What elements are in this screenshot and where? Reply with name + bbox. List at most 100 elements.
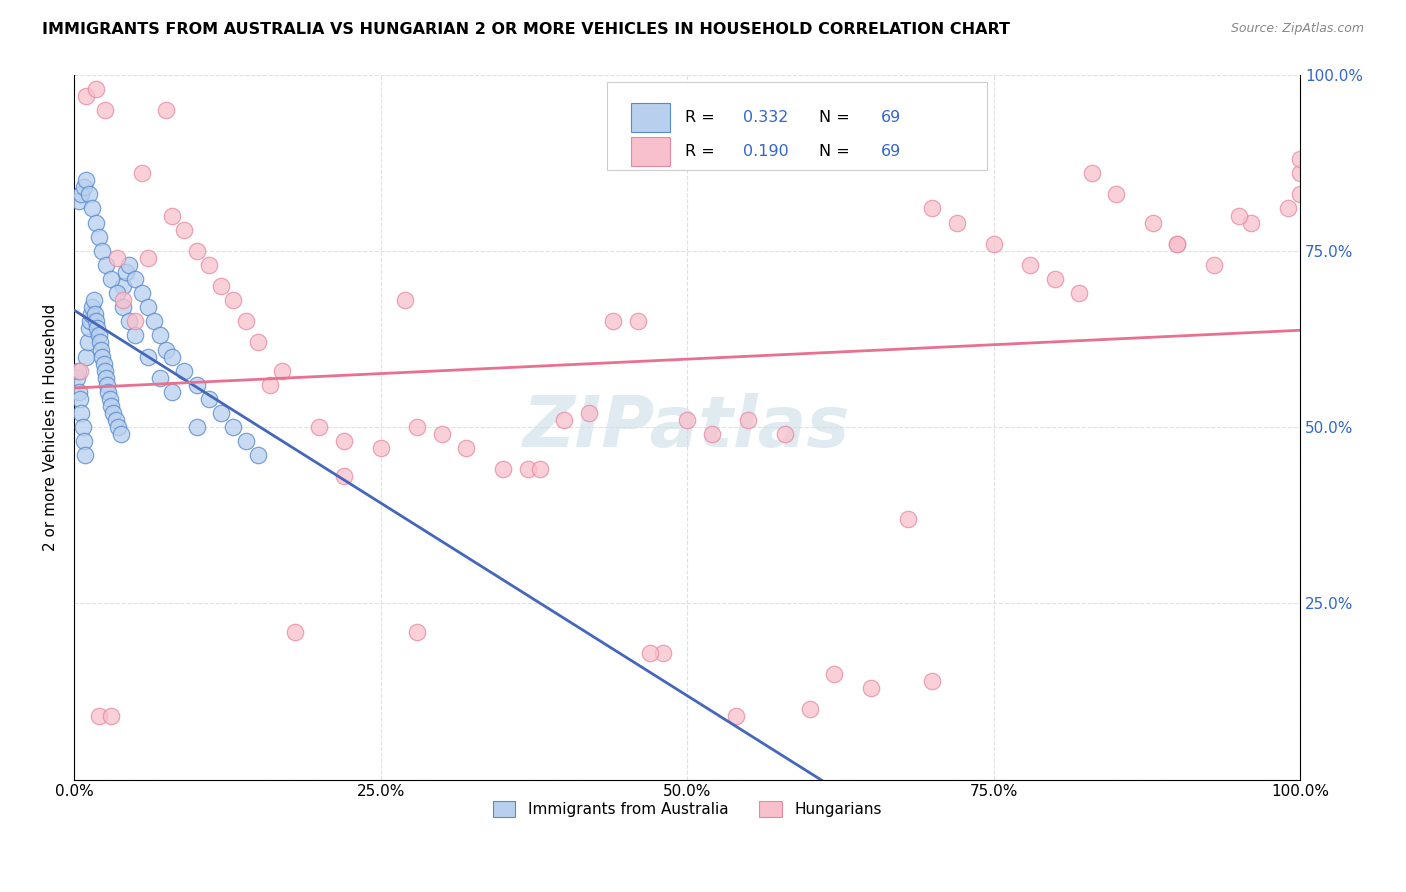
- Point: [105, 286, 128, 301]
- Point: [93, 103, 115, 117]
- Point: [1204, 258, 1226, 272]
- Point: [1019, 258, 1042, 272]
- Text: N =: N =: [820, 110, 855, 125]
- Point: [1043, 272, 1066, 286]
- Point: [173, 222, 195, 236]
- Point: [945, 216, 967, 230]
- Point: [84, 216, 107, 230]
- Text: R =: R =: [685, 145, 720, 159]
- Point: [65, 370, 87, 384]
- Point: [823, 666, 845, 681]
- Point: [921, 673, 943, 688]
- Point: [67, 194, 90, 209]
- Point: [77, 321, 100, 335]
- Point: [394, 293, 416, 307]
- Point: [72, 420, 94, 434]
- Point: [94, 258, 117, 272]
- Point: [259, 377, 281, 392]
- Point: [112, 300, 135, 314]
- Point: [136, 251, 159, 265]
- Point: [70, 187, 93, 202]
- Legend: Immigrants from Australia, Hungarians: Immigrants from Australia, Hungarians: [485, 794, 889, 825]
- Point: [271, 364, 294, 378]
- Point: [75, 350, 97, 364]
- Point: [149, 328, 172, 343]
- Point: [676, 413, 699, 427]
- Point: [209, 406, 232, 420]
- Point: [94, 370, 117, 384]
- Text: IMMIGRANTS FROM AUSTRALIA VS HUNGARIAN 2 OR MORE VEHICLES IN HOUSEHOLD CORRELATI: IMMIGRANTS FROM AUSTRALIA VS HUNGARIAN 2…: [42, 22, 1010, 37]
- Point: [406, 420, 429, 434]
- Point: [160, 350, 183, 364]
- Point: [100, 272, 122, 286]
- Point: [84, 314, 107, 328]
- Point: [198, 258, 221, 272]
- Point: [1240, 216, 1263, 230]
- Point: [112, 279, 135, 293]
- Point: [553, 413, 575, 427]
- Point: [114, 265, 136, 279]
- Point: [209, 279, 232, 293]
- Point: [308, 420, 330, 434]
- Point: [67, 384, 90, 399]
- Point: [84, 307, 107, 321]
- Point: [1277, 202, 1299, 216]
- Point: [69, 364, 91, 378]
- Text: N =: N =: [820, 145, 855, 159]
- Point: [529, 462, 551, 476]
- Point: [516, 462, 538, 476]
- Point: [700, 427, 723, 442]
- Point: [1227, 209, 1250, 223]
- Point: [1166, 236, 1188, 251]
- Bar: [631, 103, 669, 132]
- Point: [1069, 286, 1091, 301]
- Point: [105, 251, 128, 265]
- Point: [136, 300, 159, 314]
- Point: [87, 709, 110, 723]
- Point: [155, 103, 177, 117]
- Point: [100, 709, 122, 723]
- Point: [222, 293, 245, 307]
- Point: [87, 328, 110, 343]
- Point: [66, 364, 89, 378]
- Point: [149, 370, 172, 384]
- Point: [198, 392, 221, 406]
- Point: [160, 384, 183, 399]
- Point: [82, 300, 104, 314]
- Point: [430, 427, 453, 442]
- FancyBboxPatch shape: [607, 81, 987, 169]
- Point: [799, 702, 821, 716]
- Point: [75, 173, 97, 187]
- Point: [142, 314, 165, 328]
- Point: [406, 624, 429, 639]
- Point: [136, 350, 159, 364]
- Point: [107, 420, 129, 434]
- Point: [1080, 166, 1102, 180]
- Text: 0.190: 0.190: [744, 145, 789, 159]
- Point: [100, 399, 122, 413]
- Point: [98, 392, 121, 406]
- Point: [186, 244, 208, 258]
- Point: [222, 420, 245, 434]
- Point: [82, 202, 104, 216]
- Text: R =: R =: [685, 110, 720, 125]
- Point: [118, 314, 141, 328]
- Point: [284, 624, 307, 639]
- Point: [91, 350, 114, 364]
- Point: [73, 180, 96, 194]
- Point: [1289, 166, 1312, 180]
- Point: [118, 258, 141, 272]
- Point: [79, 314, 101, 328]
- Point: [578, 406, 600, 420]
- Point: [97, 384, 120, 399]
- Point: [91, 244, 114, 258]
- Point: [246, 448, 269, 462]
- Point: [333, 469, 356, 483]
- Point: [83, 293, 105, 307]
- Point: [103, 406, 125, 420]
- Point: [235, 314, 257, 328]
- Text: 0.332: 0.332: [744, 110, 789, 125]
- Point: [110, 427, 132, 442]
- Point: [627, 314, 650, 328]
- Point: [73, 434, 96, 449]
